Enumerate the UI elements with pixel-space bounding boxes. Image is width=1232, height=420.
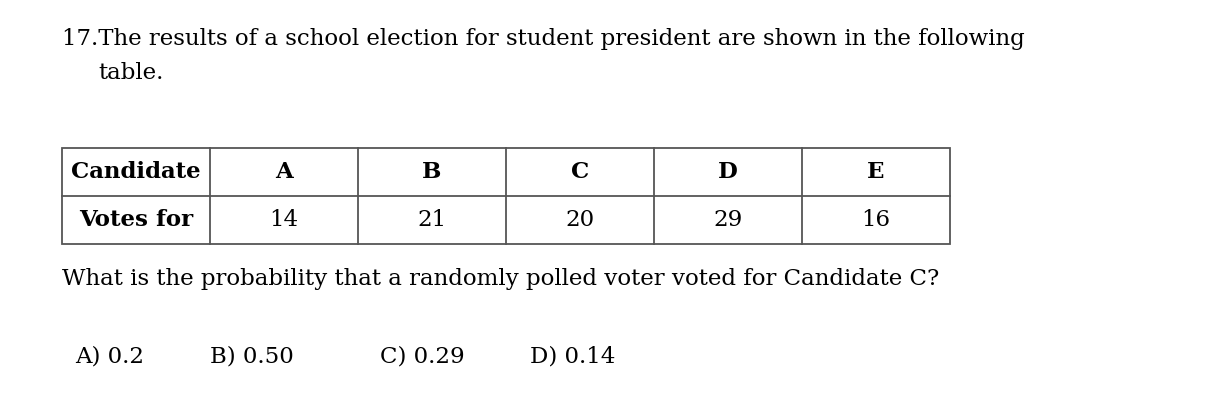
Text: 14: 14 [270,209,298,231]
Text: B) 0.50: B) 0.50 [209,345,293,367]
Text: D: D [718,161,738,183]
Text: Candidate: Candidate [71,161,201,183]
Text: 20: 20 [565,209,595,231]
Text: Votes for: Votes for [79,209,193,231]
Text: table.: table. [99,62,164,84]
Text: A: A [275,161,293,183]
Text: C: C [570,161,589,183]
Text: D) 0.14: D) 0.14 [530,345,615,367]
Text: A) 0.2: A) 0.2 [75,345,144,367]
Text: 16: 16 [861,209,891,231]
Text: 29: 29 [713,209,743,231]
Text: 17.The results of a school election for student president are shown in the follo: 17.The results of a school election for … [62,28,1025,50]
Text: E: E [867,161,885,183]
Text: C) 0.29: C) 0.29 [379,345,464,367]
Text: 21: 21 [418,209,446,231]
Text: What is the probability that a randomly polled voter voted for Candidate C?: What is the probability that a randomly … [62,268,939,290]
Bar [62,148,950,244]
Text: B: B [423,161,442,183]
